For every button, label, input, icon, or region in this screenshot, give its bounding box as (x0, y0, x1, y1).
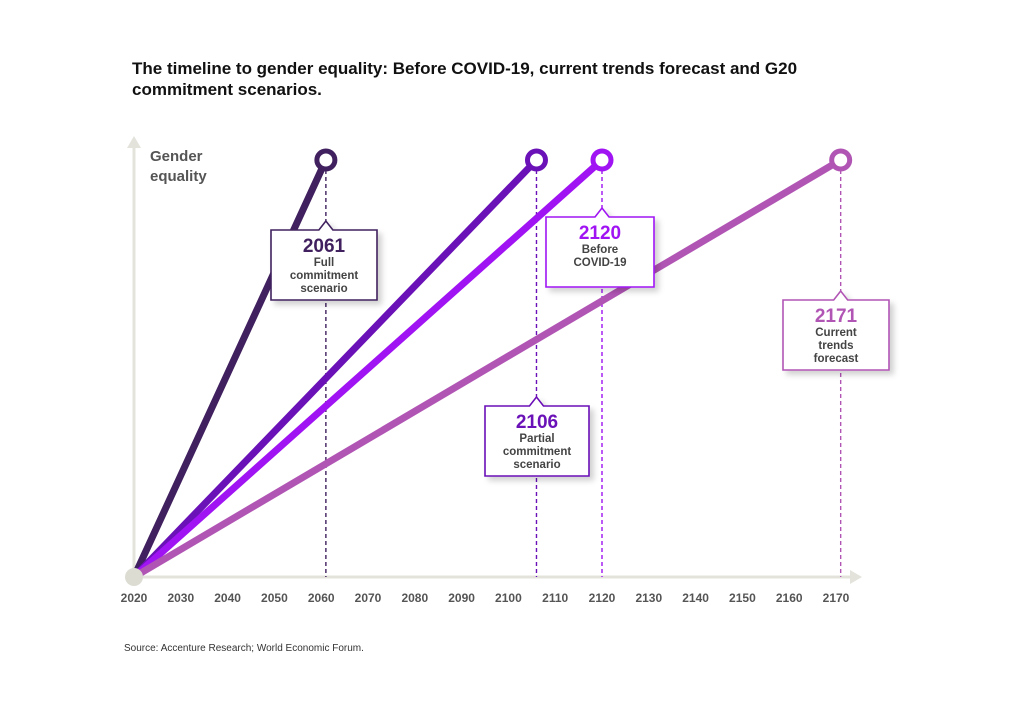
callout-text: Current (815, 327, 857, 339)
callout-2061 (270, 219, 378, 301)
series-lines (125, 148, 853, 586)
callout-year: 2171 (815, 306, 858, 327)
callout-box (484, 395, 590, 477)
callout-box (270, 219, 378, 301)
x-tick-label: 2140 (682, 591, 709, 605)
x-tick-label: 2090 (448, 591, 475, 605)
source-note: Source: Accenture Research; World Econom… (124, 643, 364, 654)
x-tick-label: 2080 (401, 591, 428, 605)
axes (127, 136, 862, 584)
callout-text: Before (582, 244, 618, 256)
callout-text: COVID-19 (573, 257, 626, 269)
x-tick-label: 2040 (214, 591, 241, 605)
y-axis-label-line: Gender (150, 148, 203, 165)
x-tick-label: 2060 (308, 591, 335, 605)
callout-text: trends (818, 340, 853, 352)
y-axis-label-line: equality (150, 168, 207, 185)
y-axis-label: Gender equality (150, 148, 207, 185)
x-tick-label: 2120 (589, 591, 616, 605)
x-tick-label: 2070 (355, 591, 382, 605)
callout-text: Full (314, 257, 334, 269)
x-tick-label: 2150 (729, 591, 756, 605)
x-tick-label: 2160 (776, 591, 803, 605)
callout-text: Partial (519, 433, 554, 445)
callout-text: commitment (503, 446, 572, 458)
series-line-2171 (130, 156, 845, 581)
x-tick-label: 2130 (635, 591, 662, 605)
callout-year: 2061 (303, 236, 346, 257)
x-tick-labels: 2020 2030 2040 2050 2060 2070 2080 2090 2100 2110… (121, 591, 850, 605)
callout-text: scenario (513, 459, 560, 471)
x-tick-label: 2030 (167, 591, 194, 605)
origin-marker (125, 568, 143, 586)
x-tick-label: 2170 (823, 591, 850, 605)
callouts: 2061Fullcommitmentscenario2106Partialcom… (270, 206, 890, 477)
callout-year: 2106 (516, 412, 558, 433)
callout-box (782, 289, 890, 371)
callout-text: forecast (814, 353, 859, 365)
x-tick-label: 2050 (261, 591, 288, 605)
series-line-2061 (130, 156, 330, 581)
callout-text: scenario (300, 283, 347, 295)
series-line-2106 (130, 156, 540, 581)
end-marker-2171 (829, 148, 853, 172)
y-axis-arrow (127, 136, 141, 148)
end-marker-2061 (314, 148, 338, 172)
end-marker-2120 (590, 148, 614, 172)
end-marker-2106 (524, 148, 548, 172)
x-tick-label: 2100 (495, 591, 522, 605)
callout-year: 2120 (579, 223, 621, 244)
chart-title: The timeline to gender equality: Before … (132, 59, 798, 99)
series-line-2120 (130, 156, 606, 581)
callout-2171 (782, 289, 890, 371)
callout-2106 (484, 395, 590, 477)
x-tick-label: 2110 (542, 591, 568, 605)
x-axis-arrow (850, 570, 862, 584)
callout-2120 (545, 206, 655, 288)
callout-box (545, 206, 655, 288)
x-tick-label: 2020 (121, 591, 148, 605)
callout-text: commitment (290, 270, 359, 282)
